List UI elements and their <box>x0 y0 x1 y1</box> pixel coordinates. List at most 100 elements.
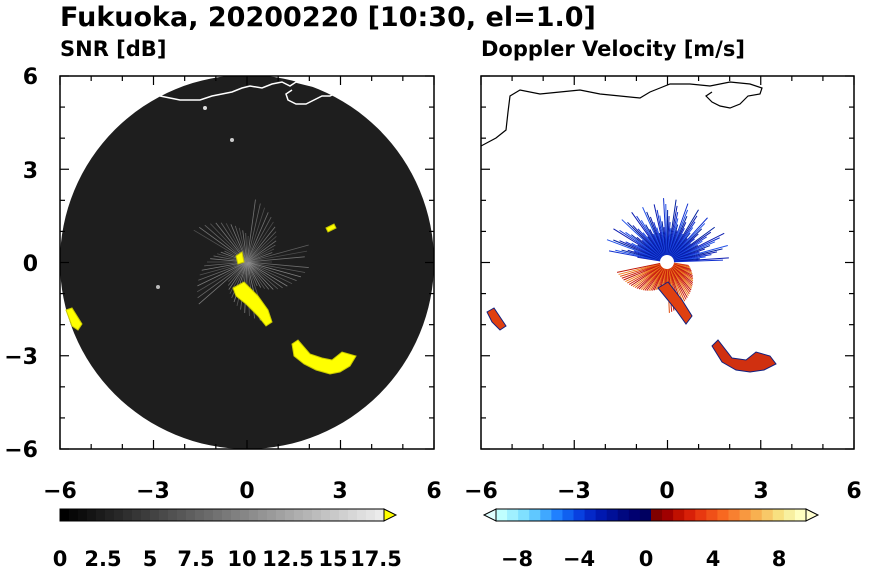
doppler-colorbar-cell <box>706 509 718 521</box>
snr-x-tick-label: 0 <box>239 479 254 504</box>
snr-colorbar: 0 2.5 5 7.5 10 12.5 15 17.5 <box>53 508 402 571</box>
doppler-x-tick-label: 0 <box>659 479 674 504</box>
doppler-colorbar-extend-arrow-low <box>482 508 497 522</box>
doppler-x-tick-label: 6 <box>846 479 861 504</box>
doppler-colorbar-cell <box>584 509 597 521</box>
doppler-colorbar-cell <box>772 509 785 521</box>
doppler-radar-center <box>660 255 674 269</box>
snr-clutter-ray <box>197 261 248 287</box>
snr-clutter-ray <box>246 261 270 290</box>
snr-colorbar-cell <box>114 509 124 521</box>
snr-y-tick-label: −6 <box>4 438 38 463</box>
snr-clutter-ray <box>246 261 302 278</box>
doppler-colorbar-cell <box>617 509 630 521</box>
snr-colorbar-extend-arrow <box>383 508 398 522</box>
snr-colorbar-cell <box>240 509 250 521</box>
snr-x-tick-labels: −6 −3 0 3 6 <box>43 479 442 504</box>
snr-clutter-ray <box>227 261 248 286</box>
snr-colorbar-cell <box>204 509 214 521</box>
snr-clutter-ray <box>246 221 274 263</box>
snr-colorbar-tick: 12.5 <box>262 547 314 570</box>
snr-colorbar-cell <box>177 509 187 521</box>
snr-colorbar-cell <box>231 509 241 521</box>
doppler-colorbar-cell <box>684 509 696 521</box>
snr-axes-ticks <box>59 75 435 450</box>
snr-panel-title: SNR [dB] <box>60 37 166 61</box>
doppler-x-tick-label: −3 <box>557 479 591 504</box>
snr-colorbar-cell <box>339 509 349 521</box>
snr-colorbar-cell <box>150 509 160 521</box>
snr-clutter-ray <box>197 261 248 293</box>
snr-colorbar-cell <box>276 509 286 521</box>
snr-clutter-ray <box>246 240 277 263</box>
snr-clutter-ray <box>246 199 256 263</box>
snr-clutter-ray <box>246 261 288 287</box>
doppler-colorbar-cell <box>662 509 674 521</box>
snr-colorbar-tick: 2.5 <box>84 547 121 570</box>
snr-clutter-ray <box>246 248 275 263</box>
doppler-colorbar-cell <box>739 509 752 521</box>
doppler-colorbar-cell <box>728 509 741 521</box>
doppler-colorbar-cell <box>651 509 663 521</box>
snr-colorbar-cell <box>87 509 97 521</box>
snr-clutter-ray <box>246 203 261 263</box>
snr-clutter-ray <box>246 261 309 268</box>
snr-colorbar-cell <box>294 509 304 521</box>
doppler-panel: −6 −3 0 3 6 <box>464 75 862 504</box>
snr-clutter-ray <box>246 252 273 263</box>
snr-y-tick-label: 0 <box>23 252 38 277</box>
snr-colorbar-cell <box>249 509 259 521</box>
doppler-ray-approaching <box>666 259 723 263</box>
snr-colorbar-tick: 0 <box>53 547 68 570</box>
doppler-colorbar-cell <box>628 509 641 521</box>
snr-clutter-ray <box>246 261 297 281</box>
doppler-axes-ticks <box>480 75 855 450</box>
snr-colorbar-cell <box>123 509 133 521</box>
snr-clutter-ray <box>197 261 248 299</box>
doppler-echo-southeast-band <box>711 339 777 373</box>
snr-clutter-ray <box>246 261 306 273</box>
snr-colorbar-cell <box>159 509 169 521</box>
snr-y-tick-label: −3 <box>4 345 38 370</box>
snr-clutter-ray <box>242 230 248 263</box>
snr-y-tick-label: 6 <box>23 65 38 90</box>
snr-clutter-ray <box>198 261 248 281</box>
snr-x-tick-label: 6 <box>426 479 441 504</box>
snr-panel: 6 3 0 −3 −6 −6 −3 0 3 6 <box>4 65 441 504</box>
doppler-colorbar-cell <box>540 509 552 521</box>
snr-echo-center <box>235 251 245 265</box>
snr-colorbar-cell <box>195 509 205 521</box>
snr-colorbar-cell <box>186 509 196 521</box>
snr-echo-band-southeast <box>291 339 357 375</box>
snr-colorbar-cell <box>321 509 331 521</box>
figure-title: Fukuoka, 20200220 [10:30, el=1.0] <box>60 2 596 33</box>
doppler-colorbar-cell <box>783 509 796 521</box>
doppler-colorbar-cell <box>562 509 574 521</box>
doppler-colorbar-cell <box>507 509 519 521</box>
snr-clutter-ray <box>246 226 276 263</box>
doppler-colorbar-cell <box>794 509 807 521</box>
snr-colorbar-cell <box>285 509 295 521</box>
snr-clutter-ray <box>199 261 248 276</box>
doppler-colorbar-tick: 0 <box>639 547 654 570</box>
snr-colorbar-cell <box>213 509 223 521</box>
snr-echo-west <box>65 307 83 331</box>
snr-clutter-ray <box>225 223 248 263</box>
snr-clutter-ray <box>228 261 248 282</box>
snr-colorbar-cell <box>60 509 70 521</box>
snr-colorbar-cell <box>69 509 79 521</box>
snr-colorbar-cell <box>222 509 232 521</box>
snr-y-tick-labels: 6 3 0 −3 −6 <box>4 65 38 463</box>
snr-strong-echo <box>65 223 357 375</box>
snr-x-tick-label: 3 <box>332 479 347 504</box>
doppler-colorbar-cell <box>496 509 508 521</box>
snr-clutter-ray <box>238 227 248 263</box>
doppler-echo <box>486 281 777 373</box>
snr-colorbar-cell <box>105 509 115 521</box>
snr-colorbar-tick: 7.5 <box>177 547 214 570</box>
doppler-x-tick-label: −6 <box>464 479 498 504</box>
snr-colorbar-cell <box>303 509 313 521</box>
doppler-colorbar-cell <box>750 509 763 521</box>
doppler-colorbar-extend-arrow-high <box>805 508 820 522</box>
